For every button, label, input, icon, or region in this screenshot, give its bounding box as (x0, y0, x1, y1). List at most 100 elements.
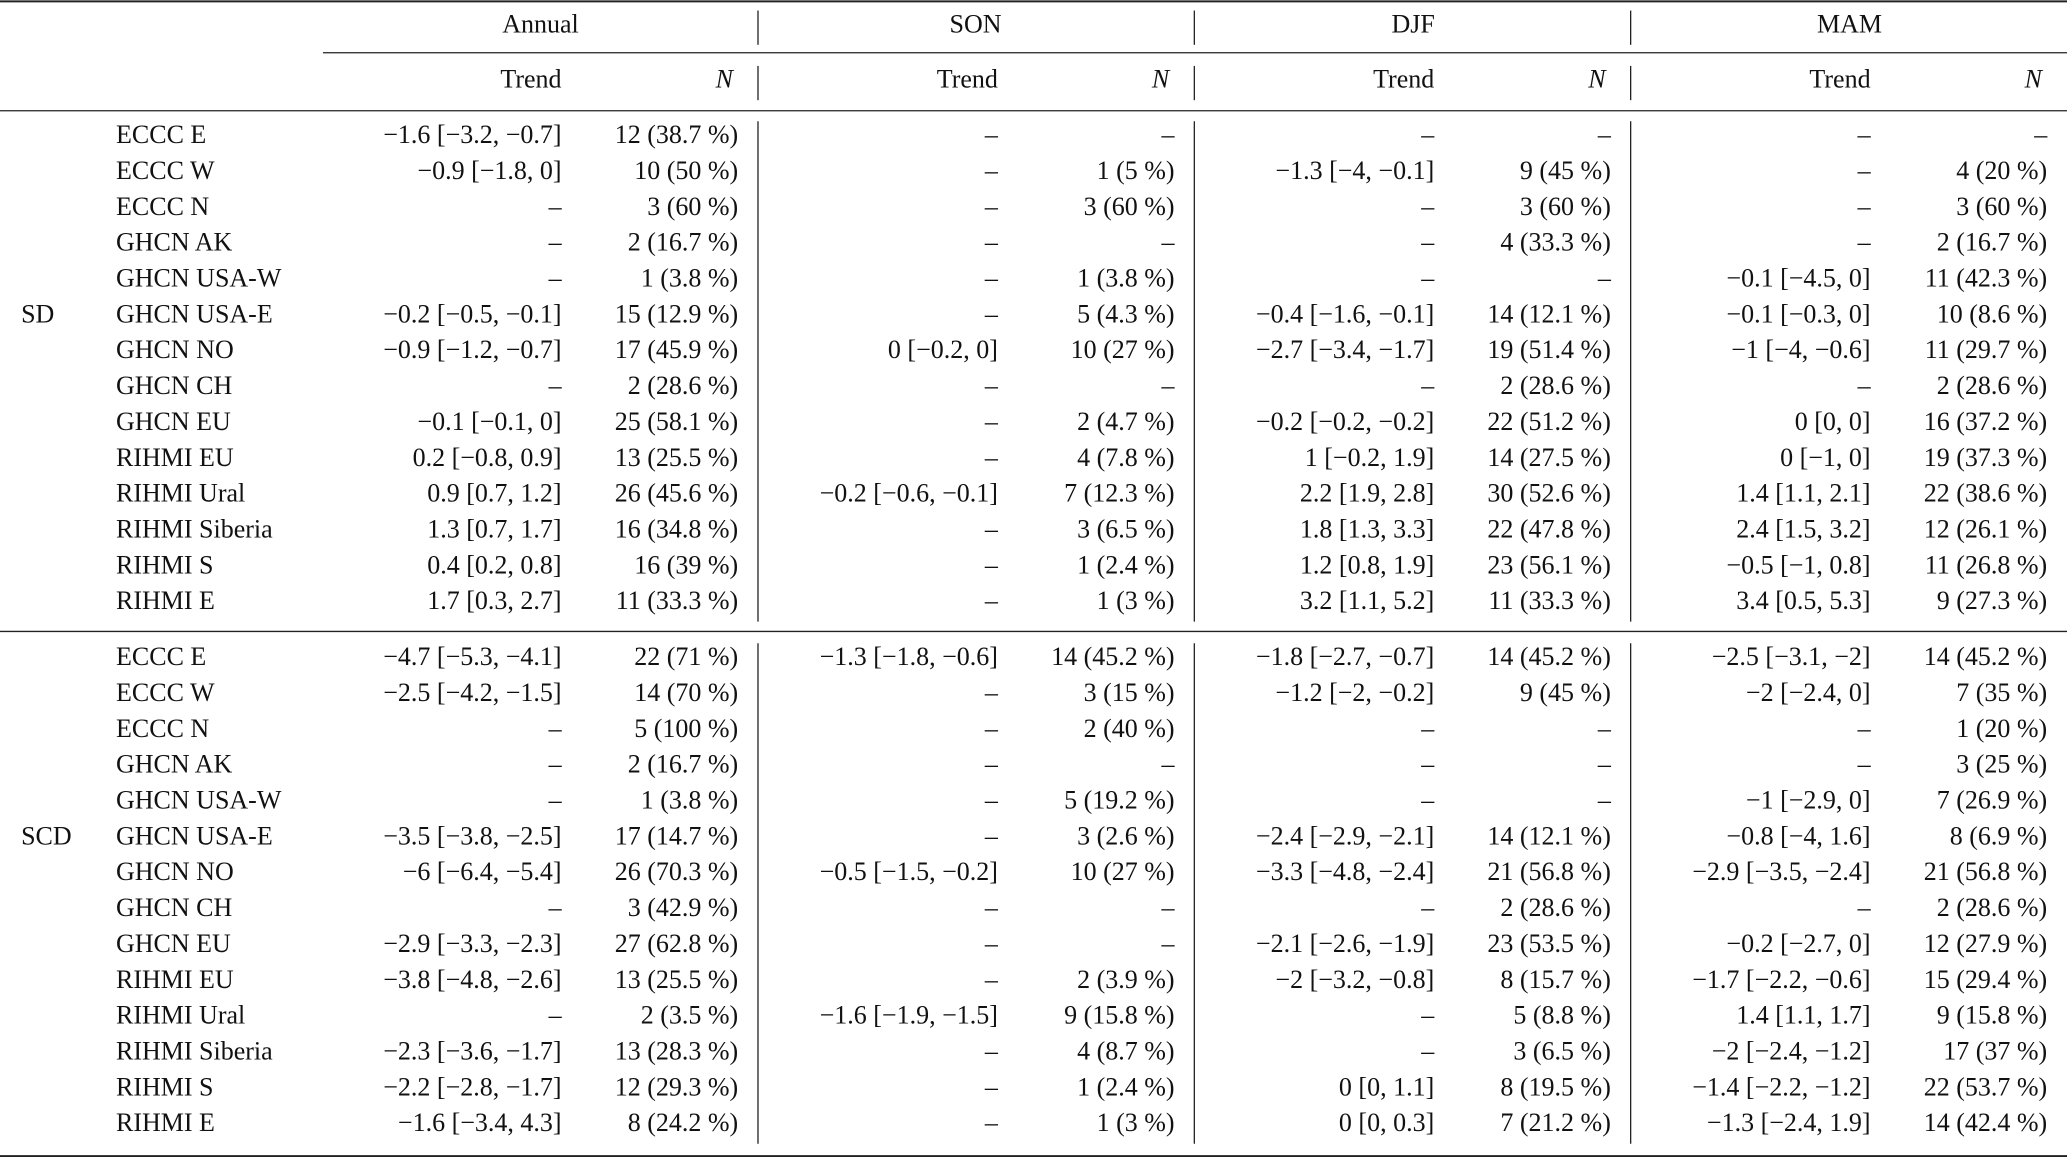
n-cell: 4 (33.3 %) (1500, 228, 1610, 257)
trend-cell: 1.3 [0.7, 1.7] (427, 514, 561, 543)
n-cell: – (1597, 120, 1612, 149)
trend-cell: −6 [−6.4, −5.4] (403, 857, 562, 886)
n-cell: 17 (37 %) (1943, 1037, 2047, 1066)
n-cell: 11 (42.3 %) (1925, 263, 2048, 292)
n-cell: 14 (45.2 %) (1051, 642, 1174, 671)
trend-cell: 1.2 [0.8, 1.9] (1300, 550, 1434, 579)
trend-cell: −1.4 [−2.2, −1.2] (1692, 1072, 1870, 1101)
trend-cell: −0.5 [−1.5, −0.2] (820, 857, 998, 886)
n-cell: – (1597, 786, 1612, 815)
n-header: N (715, 65, 735, 94)
n-cell: 7 (21.2 %) (1500, 1108, 1610, 1137)
n-cell: 23 (56.1 %) (1487, 550, 1610, 579)
trend-cell: – (548, 228, 563, 257)
trend-cell: – (984, 965, 999, 994)
n-cell: 2 (16.7 %) (628, 750, 738, 779)
n-cell: 12 (29.3 %) (615, 1072, 738, 1101)
trend-cell: 1.4 [1.1, 1.7] (1736, 1001, 1870, 1030)
trend-cell: −1 [−4, −0.6] (1731, 335, 1870, 364)
trend-cell: – (984, 929, 999, 958)
n-cell: 16 (37.2 %) (1924, 407, 2047, 436)
trend-cell: – (1857, 371, 1872, 400)
station-name: RIHMI E (116, 586, 215, 615)
trend-cell: 0 [−0.2, 0] (888, 335, 998, 364)
station-name: ECCC W (116, 156, 215, 185)
n-cell: 11 (33.3 %) (1488, 586, 1611, 615)
trend-cell: 0.4 [0.2, 0.8] (427, 550, 561, 579)
trend-cell: 0.9 [0.7, 1.2] (427, 479, 561, 508)
trend-cell: – (548, 263, 563, 292)
trend-cell: – (548, 192, 563, 221)
trend-cell: – (984, 407, 999, 436)
trend-cell: – (984, 550, 999, 579)
trend-cell: −4.7 [−5.3, −4.1] (383, 642, 561, 671)
trend-cell: – (1857, 156, 1872, 185)
station-name: GHCN AK (116, 750, 233, 779)
station-name: GHCN CH (116, 371, 233, 400)
n-cell: 2 (28.6 %) (1500, 371, 1610, 400)
n-header: N (1587, 65, 1607, 94)
trend-cell: 3.4 [0.5, 5.3] (1736, 586, 1870, 615)
n-cell: 3 (6.5 %) (1513, 1037, 1610, 1066)
trend-cell: −1.3 [−1.8, −0.6] (820, 642, 998, 671)
n-cell: 1 (2.4 %) (1077, 550, 1174, 579)
season-header: Annual (502, 9, 579, 38)
group-label: SD (21, 299, 54, 328)
n-cell: 1 (3.8 %) (641, 786, 738, 815)
station-name: GHCN EU (116, 929, 231, 958)
n-cell: 15 (29.4 %) (1924, 965, 2047, 994)
trend-cell: – (984, 263, 999, 292)
trend-cell: −1.7 [−2.2, −0.6] (1692, 965, 1870, 994)
station-name: ECCC E (116, 642, 206, 671)
trend-cell: – (1420, 1001, 1435, 1030)
n-cell: 30 (52.6 %) (1487, 479, 1610, 508)
n-cell: 3 (15 %) (1084, 678, 1175, 707)
trend-cell: – (1857, 120, 1872, 149)
trend-cell: – (984, 156, 999, 185)
station-name: RIHMI S (116, 1072, 214, 1101)
trend-cell: −1.3 [−2.4, 1.9] (1707, 1108, 1871, 1137)
n-cell: 3 (2.6 %) (1077, 821, 1174, 850)
trend-cell: −1.6 [−1.9, −1.5] (820, 1001, 998, 1030)
trend-cell: – (1420, 371, 1435, 400)
season-header: DJF (1391, 9, 1434, 38)
n-cell: 16 (39 %) (634, 550, 738, 579)
trend-cell: – (548, 714, 563, 743)
n-cell: 2 (16.7 %) (628, 228, 738, 257)
n-cell: – (1597, 750, 1612, 779)
n-cell: 9 (27.3 %) (1937, 586, 2047, 615)
trend-header: Trend (500, 65, 561, 94)
season-header: MAM (1817, 9, 1882, 38)
n-cell: 12 (38.7 %) (615, 120, 738, 149)
trend-cell: −3.3 [−4.8, −2.4] (1256, 857, 1434, 886)
n-cell: 14 (70 %) (634, 678, 738, 707)
n-cell: 3 (60 %) (647, 192, 738, 221)
trend-cell: −2 [−2.4, 0] (1746, 678, 1871, 707)
trend-cell: – (1420, 786, 1435, 815)
n-cell: 11 (33.3 %) (616, 586, 739, 615)
n-cell: 22 (51.2 %) (1487, 407, 1610, 436)
n-cell: 12 (27.9 %) (1924, 929, 2047, 958)
n-cell: 3 (60 %) (1956, 192, 2047, 221)
n-cell: 13 (25.5 %) (615, 443, 738, 472)
trend-cell: – (984, 714, 999, 743)
n-cell: 19 (37.3 %) (1924, 443, 2047, 472)
n-cell: 17 (45.9 %) (615, 335, 738, 364)
n-cell: 15 (12.9 %) (615, 299, 738, 328)
station-name: RIHMI S (116, 550, 214, 579)
n-cell: – (1161, 893, 1176, 922)
n-cell: 2 (4.7 %) (1077, 407, 1174, 436)
trend-cell: – (984, 443, 999, 472)
trend-cell: 2.4 [1.5, 3.2] (1736, 514, 1870, 543)
trend-cell: – (984, 678, 999, 707)
trend-cell: 0 [−1, 0] (1780, 443, 1870, 472)
trend-cell: – (984, 514, 999, 543)
n-header: N (1151, 65, 1171, 94)
trend-cell: −2.1 [−2.6, −1.9] (1256, 929, 1434, 958)
n-header: N (2024, 65, 2044, 94)
trend-header: Trend (1373, 65, 1434, 94)
n-cell: 4 (20 %) (1956, 156, 2047, 185)
n-cell: 14 (45.2 %) (1924, 642, 2047, 671)
n-cell: 21 (56.8 %) (1487, 857, 1610, 886)
trend-header: Trend (937, 65, 998, 94)
